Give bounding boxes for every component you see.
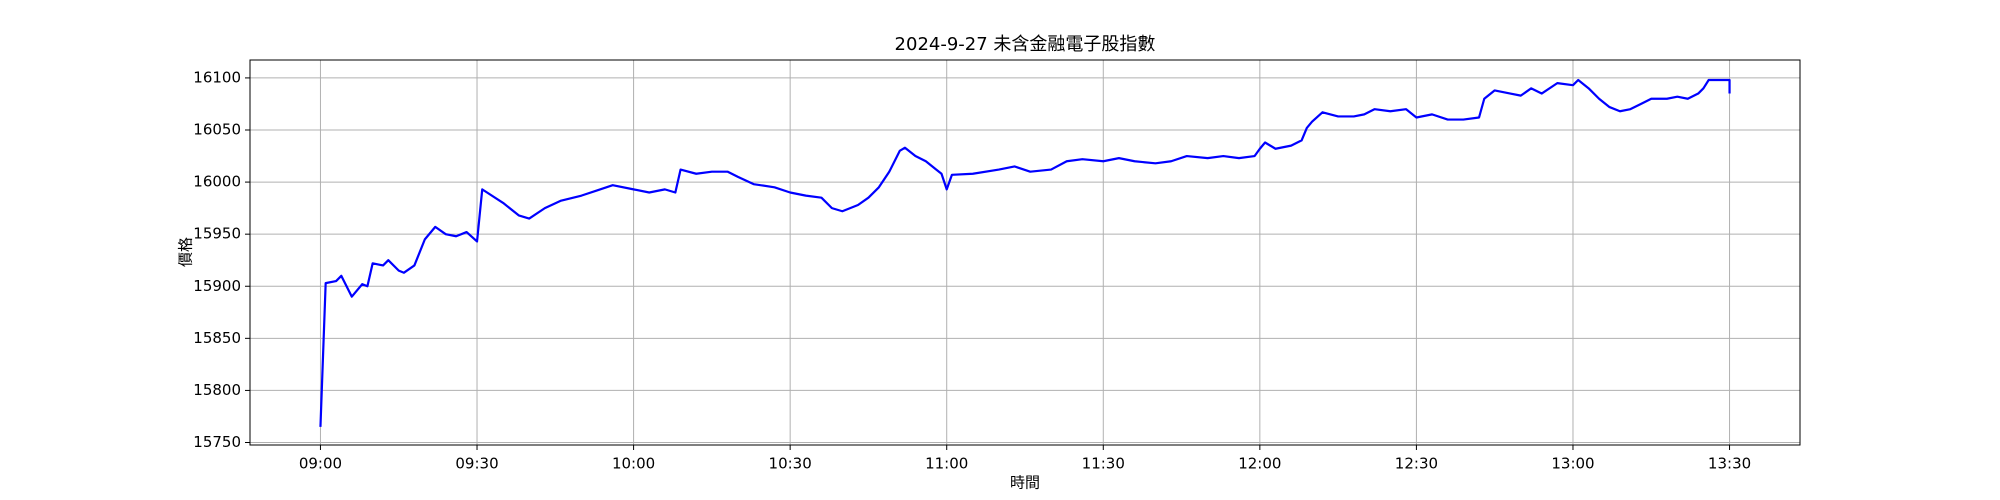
x-tick-label: 09:30 [455, 455, 498, 473]
x-tick-label: 11:00 [925, 455, 968, 473]
x-tick-label: 10:00 [612, 455, 655, 473]
y-tick-label: 15950 [193, 225, 241, 243]
x-tick-label: 12:30 [1395, 455, 1438, 473]
y-tick-label: 15750 [193, 433, 241, 451]
x-tick-label: 13:30 [1708, 455, 1751, 473]
y-axis-label: 價格 [177, 237, 195, 267]
y-tick-label: 16050 [193, 121, 241, 139]
x-tick-label: 09:00 [299, 455, 342, 473]
plot-frame [249, 59, 1801, 446]
x-tick-label: 12:00 [1238, 455, 1281, 473]
x-axis-label: 時間 [1010, 474, 1040, 492]
y-tick-label: 15800 [193, 381, 241, 399]
x-tick-label: 11:30 [1082, 455, 1125, 473]
y-tick-label: 15900 [193, 277, 241, 295]
y-tick-label: 15850 [193, 329, 241, 347]
y-tick-label: 16000 [193, 173, 241, 191]
chart-title: 2024-9-27 未含金融電子股指數 [895, 34, 1156, 55]
y-tick-label: 16100 [193, 68, 241, 86]
x-tick-label: 10:30 [769, 455, 812, 473]
data-line [319, 78, 1731, 427]
x-tick-label: 13:00 [1551, 455, 1594, 473]
